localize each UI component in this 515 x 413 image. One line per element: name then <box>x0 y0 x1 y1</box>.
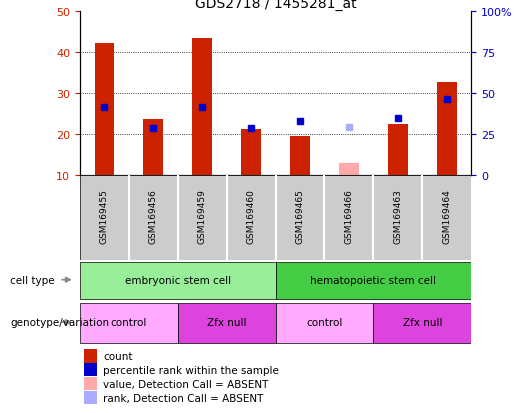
Text: GSM169466: GSM169466 <box>345 189 353 244</box>
Bar <box>241 129 261 176</box>
Bar <box>84 349 97 363</box>
Text: embryonic stem cell: embryonic stem cell <box>125 275 231 285</box>
Text: control: control <box>111 317 147 327</box>
Bar <box>193 39 212 176</box>
Bar <box>80 262 276 299</box>
Bar <box>276 262 471 299</box>
Bar <box>290 137 310 176</box>
Bar <box>388 125 408 176</box>
Text: percentile rank within the sample: percentile rank within the sample <box>104 365 279 375</box>
Text: cell type: cell type <box>10 275 55 285</box>
Text: GSM169455: GSM169455 <box>100 189 109 244</box>
Text: GSM169460: GSM169460 <box>247 189 255 244</box>
Text: control: control <box>306 317 342 327</box>
Text: rank, Detection Call = ABSENT: rank, Detection Call = ABSENT <box>104 393 264 403</box>
Bar <box>84 391 97 404</box>
Bar <box>143 119 163 176</box>
Text: GSM169459: GSM169459 <box>198 189 207 244</box>
Text: value, Detection Call = ABSENT: value, Detection Call = ABSENT <box>104 379 269 389</box>
Bar <box>339 163 358 176</box>
Bar <box>95 44 114 176</box>
Text: GSM169456: GSM169456 <box>149 189 158 244</box>
Bar <box>178 304 276 343</box>
Text: GSM169465: GSM169465 <box>296 189 304 244</box>
Text: genotype/variation: genotype/variation <box>10 317 109 327</box>
Text: GSM169464: GSM169464 <box>442 189 451 244</box>
Title: GDS2718 / 1455281_at: GDS2718 / 1455281_at <box>195 0 356 12</box>
Bar <box>437 83 456 176</box>
Text: hematopoietic stem cell: hematopoietic stem cell <box>311 275 436 285</box>
Bar <box>276 304 373 343</box>
Bar <box>373 304 471 343</box>
Text: Zfx null: Zfx null <box>207 317 246 327</box>
Bar <box>80 304 178 343</box>
Bar <box>84 363 97 377</box>
Text: Zfx null: Zfx null <box>403 317 442 327</box>
Bar <box>84 377 97 391</box>
Text: count: count <box>104 351 133 361</box>
Text: GSM169463: GSM169463 <box>393 189 402 244</box>
